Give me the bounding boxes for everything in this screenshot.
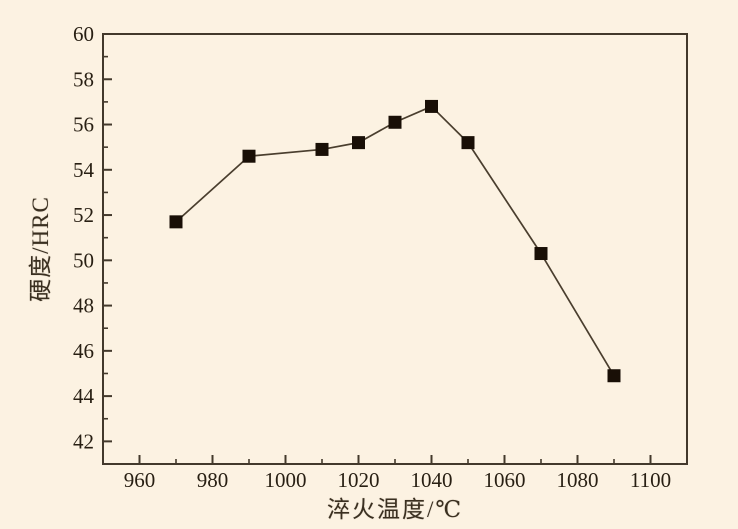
y-tick-label: 42 <box>73 429 94 453</box>
data-point-marker <box>242 149 256 163</box>
y-tick-label: 44 <box>73 384 95 408</box>
y-tick-label: 58 <box>73 67 94 91</box>
data-point-marker <box>169 215 183 229</box>
y-tick-label: 50 <box>73 248 94 272</box>
x-tick-label: 1040 <box>411 468 453 492</box>
data-point-marker <box>352 136 365 150</box>
y-tick-label: 56 <box>73 113 94 137</box>
y-tick-label: 60 <box>73 22 94 46</box>
plot-frame <box>102 33 688 465</box>
y-axis-title: 硬度/HRC <box>28 196 53 302</box>
x-axis-title: 淬火温度/℃ <box>326 497 464 522</box>
x-tick-label: 1100 <box>630 468 671 492</box>
x-tick-label: 1000 <box>265 468 307 492</box>
data-point-marker <box>534 247 548 261</box>
x-tick-label: 980 <box>197 468 229 492</box>
x-tick-label: 1080 <box>557 468 599 492</box>
data-point-marker <box>425 99 438 113</box>
data-point-marker <box>315 142 329 156</box>
x-tick-label: 960 <box>124 468 156 492</box>
x-tick-label: 1060 <box>484 468 526 492</box>
data-point-marker <box>607 369 621 383</box>
y-tick-label: 48 <box>73 294 94 318</box>
series-line <box>175 105 615 377</box>
x-tick-label: 1020 <box>338 468 380 492</box>
data-point-marker <box>461 136 475 150</box>
y-tick-label: 46 <box>73 339 94 363</box>
y-tick-label: 54 <box>73 158 95 182</box>
y-tick-label: 52 <box>73 203 94 227</box>
data-point-marker <box>388 115 402 129</box>
